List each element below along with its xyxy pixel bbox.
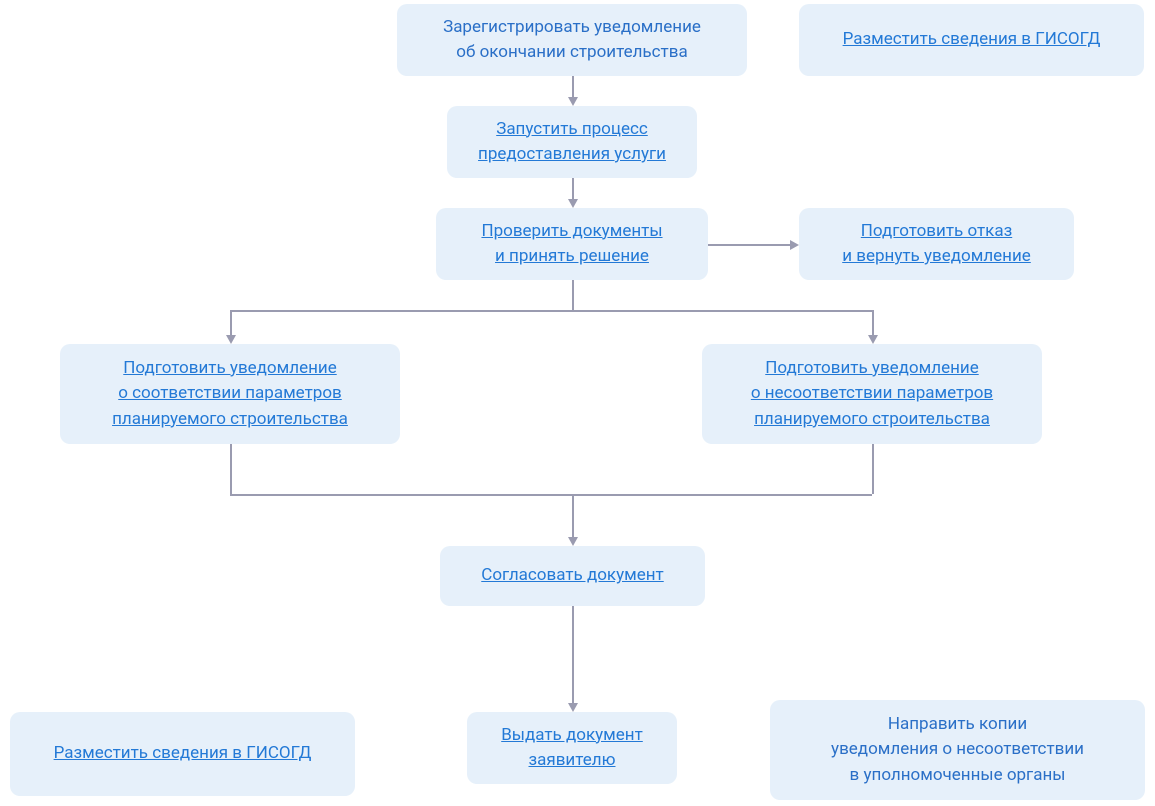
flowchart-node-n1: Зарегистрировать уведомлениеоб окончании… [397,4,747,76]
flowchart-node-label: Разместить сведения в ГИСОГД [843,27,1101,53]
flowchart-edge [872,444,874,494]
flowchart-edge [572,280,574,310]
flowchart-node-label: Направить копииуведомления о несоответст… [831,712,1084,789]
flowchart-edge [572,494,574,540]
arrowhead-icon [226,335,236,344]
arrowhead-icon [790,240,799,250]
flowchart-node-label: Выдать документзаявителю [501,723,643,774]
flowchart-node-n4[interactable]: Проверить документыи принять решение [436,208,708,280]
arrowhead-icon [568,199,578,208]
flowchart-node-label: Зарегистрировать уведомлениеоб окончании… [443,15,701,66]
flowchart-node-n6[interactable]: Подготовить уведомлениео соответствии па… [60,344,400,444]
arrowhead-icon [568,703,578,712]
flowchart-node-n5[interactable]: Подготовить откази вернуть уведомление [799,208,1074,280]
arrowhead-icon [868,335,878,344]
flowchart-edge [708,244,793,246]
flowchart-node-n3[interactable]: Запустить процесспредоставления услуги [447,106,697,178]
flowchart-node-label: Разместить сведения в ГИСОГД [54,741,312,767]
flowchart-edge [872,310,874,338]
flowchart-node-n9[interactable]: Разместить сведения в ГИСОГД [10,712,355,796]
flowchart-edge [230,444,232,494]
arrowhead-icon [568,97,578,106]
flowchart-node-n11: Направить копииуведомления о несоответст… [770,700,1145,800]
flowchart-edge [572,606,574,706]
flowchart-node-label: Проверить документыи принять решение [481,219,662,270]
flowchart-node-label: Запустить процесспредоставления услуги [478,117,666,168]
flowchart-node-label: Подготовить уведомлениео соответствии па… [112,356,348,433]
arrowhead-icon [568,537,578,546]
flowchart-node-label: Подготовить откази вернуть уведомление [842,219,1031,270]
flowchart-node-label: Подготовить уведомлениео несоответствии … [751,356,993,433]
flowchart-node-n10[interactable]: Выдать документзаявителю [467,712,677,784]
flowchart-node-n2[interactable]: Разместить сведения в ГИСОГД [799,4,1144,76]
flowchart-edge [230,310,872,312]
flowchart-edge [230,494,872,496]
flowchart-node-label: Согласовать документ [481,563,663,589]
flowchart-node-n7[interactable]: Подготовить уведомлениео несоответствии … [702,344,1042,444]
flowchart-node-n8[interactable]: Согласовать документ [440,546,705,606]
flowchart-edge [230,310,232,338]
